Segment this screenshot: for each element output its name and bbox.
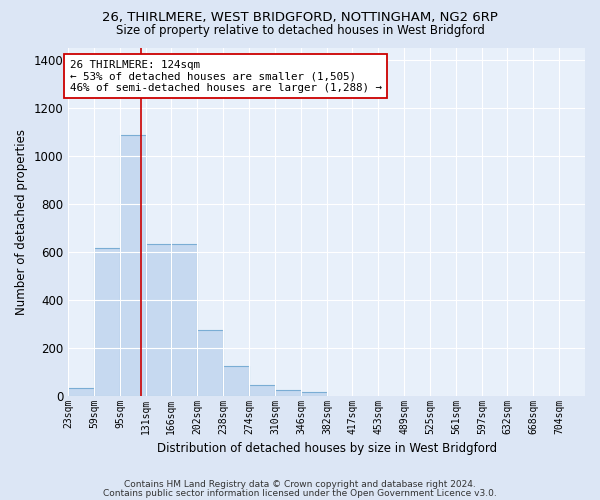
Bar bbox=[171, 244, 197, 396]
Bar bbox=[146, 244, 172, 396]
Bar bbox=[94, 248, 120, 396]
Bar bbox=[275, 390, 301, 396]
Text: Contains HM Land Registry data © Crown copyright and database right 2024.: Contains HM Land Registry data © Crown c… bbox=[124, 480, 476, 489]
Bar bbox=[197, 330, 223, 396]
Text: Contains public sector information licensed under the Open Government Licence v3: Contains public sector information licen… bbox=[103, 488, 497, 498]
Bar bbox=[249, 386, 275, 396]
Bar bbox=[120, 135, 146, 396]
Bar bbox=[68, 388, 94, 396]
Bar bbox=[301, 392, 327, 396]
Bar bbox=[223, 366, 249, 396]
Y-axis label: Number of detached properties: Number of detached properties bbox=[15, 128, 28, 314]
X-axis label: Distribution of detached houses by size in West Bridgford: Distribution of detached houses by size … bbox=[157, 442, 497, 455]
Text: Size of property relative to detached houses in West Bridgford: Size of property relative to detached ho… bbox=[116, 24, 484, 37]
Text: 26 THIRLMERE: 124sqm
← 53% of detached houses are smaller (1,505)
46% of semi-de: 26 THIRLMERE: 124sqm ← 53% of detached h… bbox=[70, 60, 382, 92]
Text: 26, THIRLMERE, WEST BRIDGFORD, NOTTINGHAM, NG2 6RP: 26, THIRLMERE, WEST BRIDGFORD, NOTTINGHA… bbox=[102, 11, 498, 24]
